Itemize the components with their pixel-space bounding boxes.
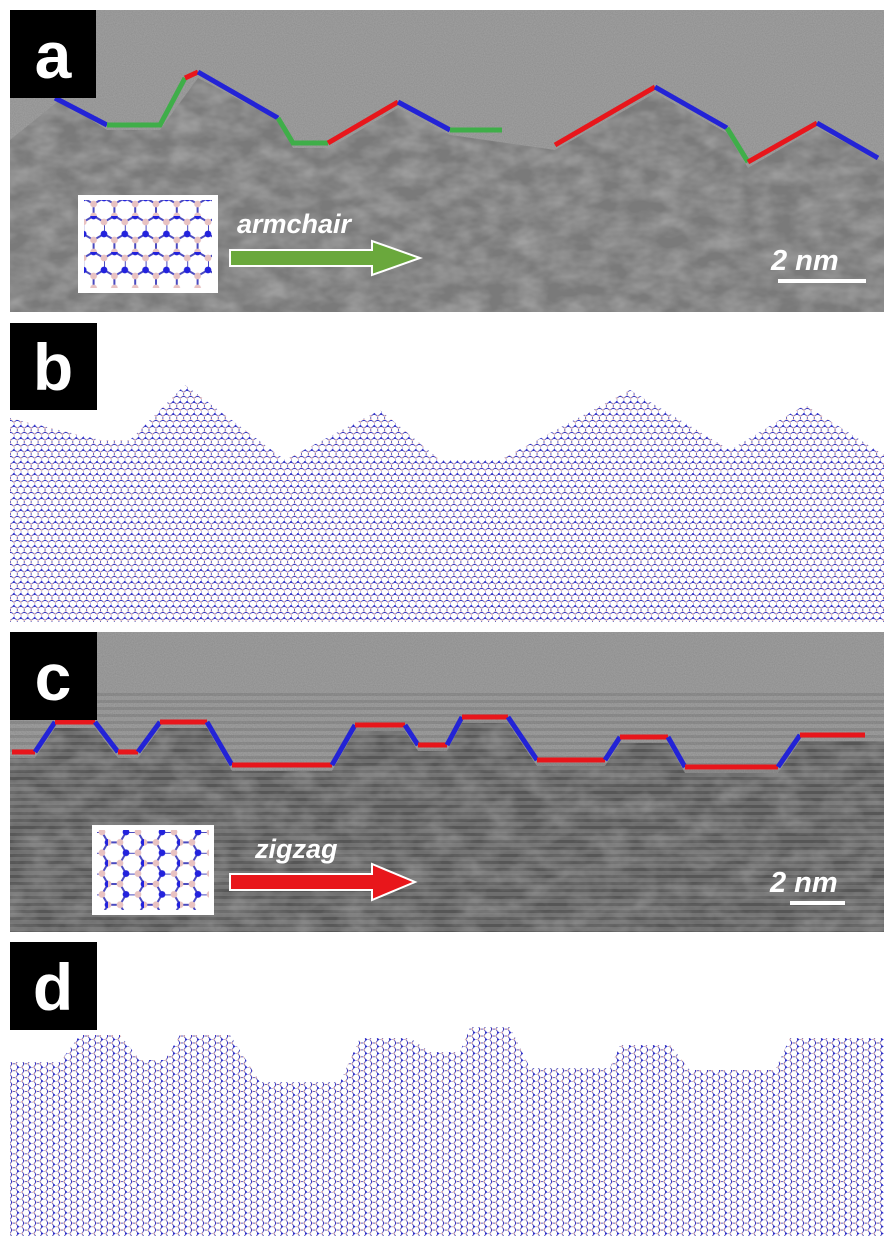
figure: armchair 2 nm a b zigzag 2 nm c d	[0, 0, 894, 1236]
panel-label: c	[35, 640, 72, 714]
atomic-model	[10, 385, 884, 622]
scale-bar-label: 2 nm	[770, 245, 839, 277]
direction-label: zigzag	[254, 834, 338, 864]
panel-label: d	[33, 950, 73, 1024]
atomic-model	[10, 1027, 884, 1236]
scale-bar-label: 2 nm	[769, 867, 838, 899]
direction-label: armchair	[237, 209, 353, 239]
scale-bar	[778, 279, 866, 283]
inset-lattice	[97, 830, 209, 910]
panel-label: a	[35, 18, 73, 92]
panel-label: b	[33, 330, 73, 404]
scale-bar	[790, 901, 845, 905]
inset-lattice	[84, 200, 212, 288]
